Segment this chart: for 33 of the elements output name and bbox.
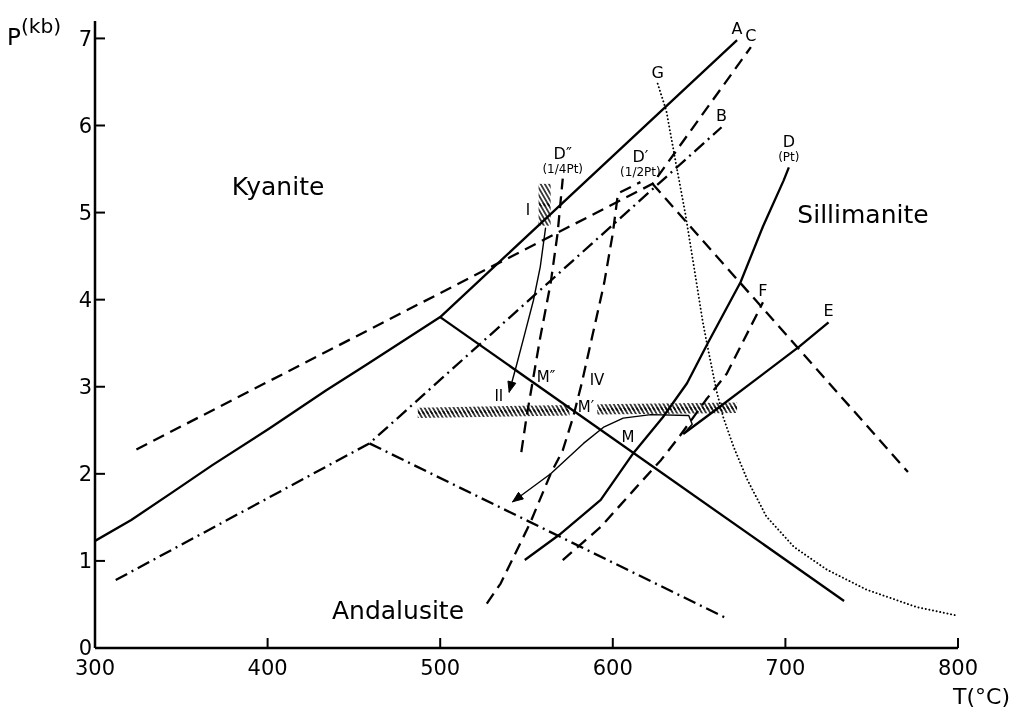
annotation: I <box>525 201 531 219</box>
y-tick-label: 6 <box>78 113 92 138</box>
series-label: B <box>716 106 728 126</box>
series-label: C <box>745 26 757 46</box>
annotation: Kyanite <box>231 171 325 201</box>
series-label: D (Pt) <box>778 132 800 165</box>
y-tick-label: 5 <box>78 201 92 226</box>
series-label: E <box>823 301 834 321</box>
y-tick-label: 3 <box>78 375 92 400</box>
annotation: Sillimanite <box>797 199 929 229</box>
x-tick-label: 500 <box>420 655 461 680</box>
x-tick-label: 400 <box>247 655 288 680</box>
y-tick-label: 7 <box>78 26 92 51</box>
annotation: II <box>494 386 504 405</box>
annotation: M′ <box>577 398 595 416</box>
series-label: A <box>731 19 743 39</box>
series-label: G <box>651 62 664 82</box>
series-label: D″ (1/4Pt) <box>542 143 584 176</box>
annotation: M″ <box>536 368 556 386</box>
x-tick-label: 300 <box>74 655 116 680</box>
annotation: M <box>621 428 635 446</box>
x-tick-label: 700 <box>765 655 806 680</box>
annotation: Andalusite <box>331 595 465 625</box>
series-label: D′ (1/2Pt) <box>620 147 661 180</box>
x-tick-label: 800 <box>937 655 979 680</box>
y-axis-title: P$^{(kb)}$ <box>7 13 62 50</box>
annotation: IV <box>589 371 606 389</box>
x-axis-title: T(°C) <box>952 684 1010 709</box>
series-label: F <box>758 281 768 301</box>
y-tick-label: 1 <box>78 549 92 574</box>
x-tick-label: 600 <box>592 655 633 680</box>
y-tick-label: 4 <box>78 288 92 313</box>
y-tick-label: 2 <box>78 462 92 487</box>
